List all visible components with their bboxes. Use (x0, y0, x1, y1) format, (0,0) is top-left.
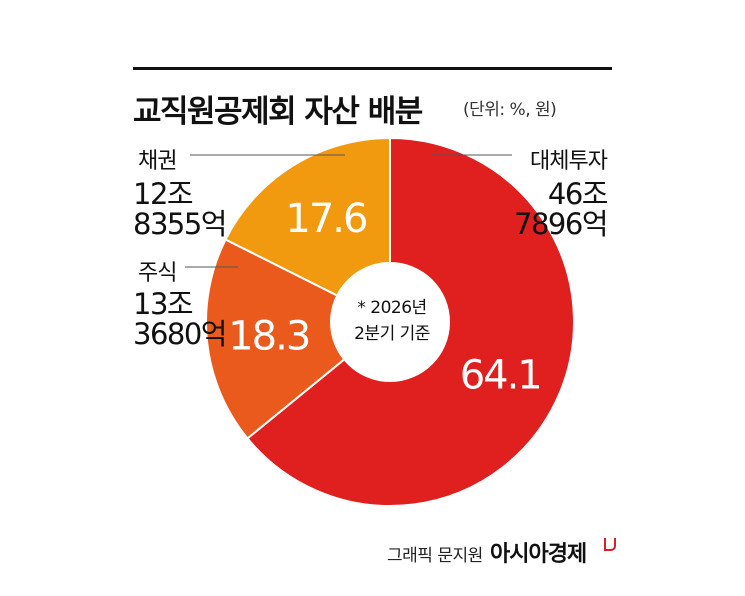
slice-stocks (205, 238, 392, 440)
donut-hole (330, 262, 450, 382)
label-stocks-name: 주식 (138, 261, 177, 286)
unit-note: (단위: %, 원) (463, 100, 557, 120)
center-note-line-2: 2분기 기준 (354, 324, 430, 344)
title-rule (133, 67, 612, 70)
label-alternatives-name: 대체투자 (530, 149, 608, 174)
label-alternatives-amount-2: 7896억 (514, 207, 608, 241)
value-label-alternatives: 64.1 (460, 352, 541, 398)
graphic-credit: 그래픽 문지원 (387, 546, 483, 566)
brand-logo: 아시아경제 (490, 542, 587, 567)
label-alternatives-amount-1: 46조 (547, 177, 609, 211)
center-note-line-1: * 2026년 (357, 298, 426, 318)
label-bonds-amount-2: 8355억 (133, 207, 227, 241)
label-stocks-amount-1: 13조 (133, 287, 194, 321)
label-bonds-name: 채권 (138, 149, 177, 174)
value-label-bonds: 17.6 (285, 196, 366, 242)
value-label-stocks: 18.3 (228, 313, 309, 359)
brand-mark-icon (604, 538, 616, 551)
chart-title: 교직원공제회 자산 배분 (133, 94, 423, 130)
label-stocks-amount-2: 3680억 (133, 317, 227, 351)
slice-bonds (224, 136, 391, 324)
label-bonds-amount-1: 12조 (133, 177, 194, 211)
